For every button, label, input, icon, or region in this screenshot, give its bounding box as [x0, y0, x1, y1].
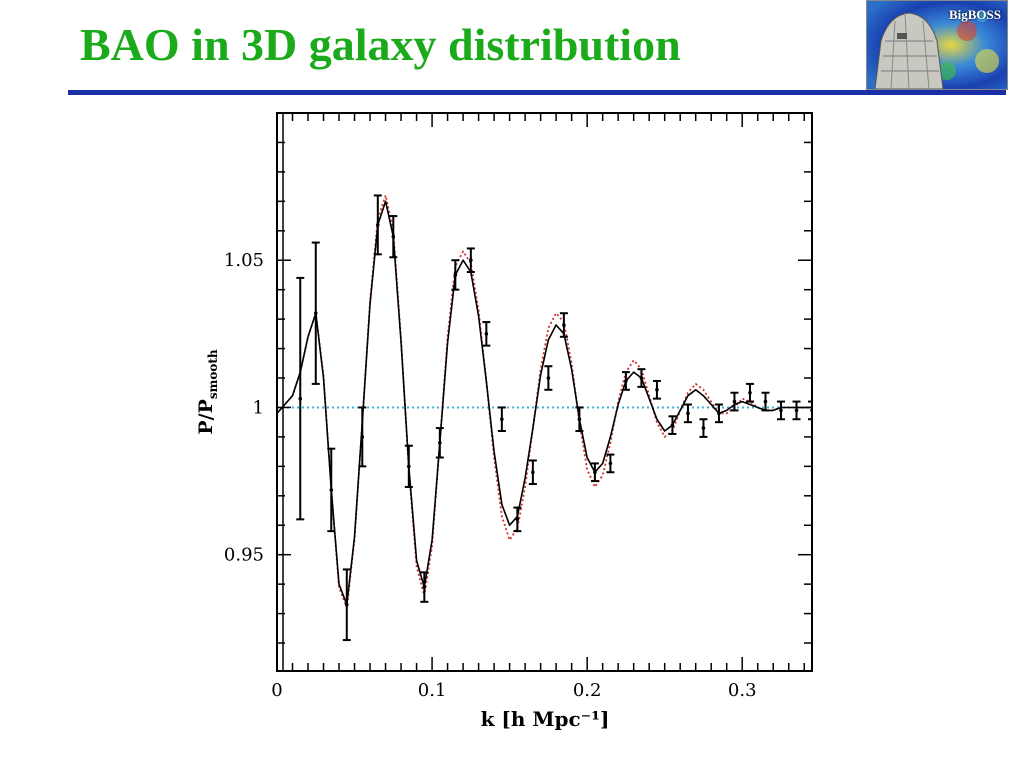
data-marker — [639, 376, 644, 380]
data-marker — [484, 332, 489, 336]
data-point — [513, 506, 522, 533]
data-point — [575, 406, 584, 433]
data-point — [559, 312, 568, 338]
data-marker — [469, 258, 473, 263]
data-point — [404, 444, 413, 488]
data-point — [497, 406, 506, 433]
x-tick-label: 0 — [271, 680, 282, 701]
bigboss-logo: BigBOSS — [866, 0, 1008, 90]
data-marker — [577, 417, 582, 422]
logo-text: BigBOSS — [948, 7, 1001, 22]
data-point — [342, 568, 351, 642]
data-marker — [763, 399, 768, 404]
data-point — [621, 371, 630, 391]
data-point — [699, 418, 708, 438]
data-marker — [360, 435, 365, 439]
data-point — [373, 194, 382, 256]
data-point — [683, 403, 692, 424]
data-marker — [593, 470, 597, 475]
data-marker — [531, 470, 535, 475]
data-point — [652, 379, 661, 400]
y-tick-label: 1 — [253, 397, 264, 418]
series-line-solid — [277, 200, 812, 606]
data-marker — [686, 411, 690, 416]
data-marker — [701, 426, 706, 430]
data-point — [327, 447, 336, 533]
x-axis-label: k [h Mpc⁻¹] — [481, 707, 610, 731]
data-point — [606, 453, 615, 474]
data-marker — [546, 376, 551, 380]
data-point — [389, 215, 398, 259]
data-point — [776, 400, 785, 421]
data-point — [482, 321, 491, 347]
data-marker — [329, 488, 334, 492]
y-tick-label: 1.05 — [224, 250, 264, 271]
data-marker — [608, 461, 613, 466]
data-point — [761, 391, 770, 412]
data-point — [792, 400, 801, 421]
data-point — [544, 365, 553, 391]
data-marker — [298, 396, 303, 401]
data-marker — [391, 234, 396, 239]
telescope-logo-icon — [867, 1, 1007, 89]
data-point — [590, 462, 599, 483]
x-tick-label: 0.1 — [418, 680, 447, 701]
data-point — [528, 459, 537, 486]
data-marker — [344, 602, 349, 607]
data-point — [358, 406, 367, 468]
data-point — [637, 368, 646, 388]
data-point — [466, 247, 475, 274]
y-axis-label-sub: smooth — [206, 349, 220, 399]
data-marker — [313, 311, 318, 316]
data-marker — [438, 440, 442, 445]
data-marker — [624, 379, 628, 383]
data-marker — [794, 408, 799, 413]
y-axis-label-main: P/P — [195, 399, 217, 435]
data-marker — [500, 417, 504, 422]
svg-text:P/Psmooth: P/Psmooth — [195, 349, 220, 435]
x-tick-label: 0.3 — [728, 680, 757, 701]
slide-title: BAO in 3D galaxy distribution — [80, 19, 681, 70]
data-point — [435, 427, 444, 459]
y-tick-label: 0.95 — [224, 545, 264, 566]
title-rule — [68, 90, 1006, 95]
data-marker — [717, 411, 721, 416]
data-point — [745, 382, 754, 403]
data-marker — [515, 517, 520, 522]
data-marker — [732, 399, 737, 404]
data-point — [730, 391, 739, 412]
plot-frame — [276, 112, 813, 672]
data-marker — [562, 323, 566, 327]
data-marker — [422, 585, 427, 589]
data-point — [451, 259, 460, 291]
data-point — [714, 403, 723, 424]
data-marker — [779, 408, 783, 413]
data-marker — [375, 223, 380, 227]
data-marker — [670, 423, 675, 427]
data-point — [668, 415, 677, 435]
data-point — [420, 571, 429, 603]
data-point — [311, 241, 320, 385]
x-tick-label: 0.2 — [573, 680, 602, 701]
data-marker — [655, 387, 659, 392]
data-marker — [748, 390, 752, 395]
data-marker — [453, 273, 458, 277]
data-point — [296, 276, 305, 521]
data-marker — [407, 464, 411, 469]
series-line-dotted — [277, 194, 812, 609]
y-axis-label: P/Psmooth — [195, 349, 220, 435]
